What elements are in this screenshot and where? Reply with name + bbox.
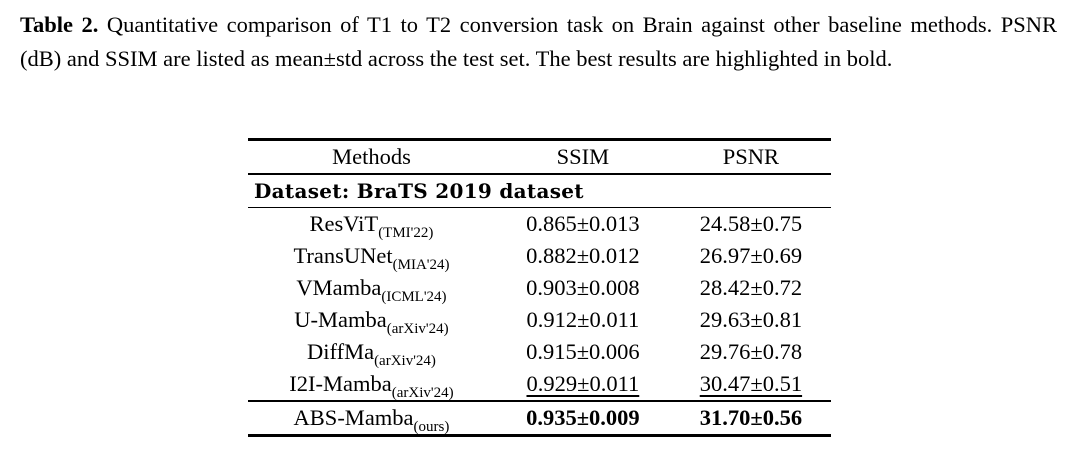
method: VMamba(ICML'24): [248, 272, 495, 305]
method-name: I2I-Mamba: [289, 371, 392, 396]
row: U-Mamba(arXiv'24) 0.912±0.011 29.63±0.81: [248, 304, 831, 337]
psnr: 28.42±0.72: [699, 275, 803, 300]
row: TransUNet(MIA'24) 0.882±0.012 26.97±0.69: [248, 240, 831, 273]
row: ResViT(TMI'22) 0.865±0.013 24.58±0.75: [248, 208, 831, 241]
venue: (MIA'24): [392, 257, 450, 273]
venue: (ours): [413, 419, 450, 435]
header-cell: SSIM: [494, 138, 671, 175]
venue: (arXiv'24): [391, 385, 454, 401]
ssim: 0.903±0.008: [526, 275, 640, 300]
venue: (arXiv'24): [386, 321, 449, 337]
section-row: Dataset: BraTS 2019 dataset: [248, 174, 831, 208]
method: I2I-Mamba(arXiv'24): [248, 368, 495, 401]
ssim: 0.929±0.011: [495, 368, 671, 401]
ssim: 0.882±0.012: [526, 243, 640, 268]
method-name: U-Mamba: [294, 307, 387, 332]
psnr: 30.47±0.51: [671, 368, 831, 401]
method: ABS-Mamba(ours): [248, 400, 495, 437]
row: DiffMa(arXiv'24) 0.915±0.006 29.76±0.78: [248, 336, 831, 369]
psnr: 24.58±0.75: [699, 211, 803, 236]
venue: (arXiv'24): [374, 353, 436, 369]
ssim: 0.935±0.009: [494, 400, 671, 437]
row: I2I-Mamba(arXiv'24) 0.929±0.011 30.47±0.51: [248, 368, 831, 401]
method-name: ResViT: [309, 211, 379, 236]
results-table: Methods SSIM PSNR Dataset: BraTS 2019 da…: [248, 138, 831, 437]
method-name: TransUNet: [293, 243, 393, 268]
method: ResViT(TMI'22): [248, 208, 495, 241]
row: ABS-Mamba(ours) 0.935±0.009 31.70±0.56: [248, 400, 831, 437]
method-name: ABS-Mamba: [293, 405, 414, 430]
psnr: 29.76±0.78: [699, 339, 803, 364]
method: DiffMa(arXiv'24): [248, 336, 495, 369]
method-name: VMamba: [296, 275, 382, 300]
ssim: 0.912±0.011: [526, 307, 640, 332]
second-best: 30.47±0.51: [699, 371, 803, 396]
venue: (TMI'22): [378, 225, 434, 241]
header-cell: Methods: [248, 138, 495, 175]
venue: (ICML'24): [381, 289, 447, 305]
ssim: 0.915±0.006: [526, 339, 640, 364]
header-row: Methods SSIM PSNR: [248, 138, 831, 175]
psnr: 29.63±0.81: [699, 307, 803, 332]
caption: Table 2. Quantitative comparison of T1 t…: [20, 8, 1057, 76]
row: VMamba(ICML'24) 0.903±0.008 28.42±0.72: [248, 272, 831, 305]
second-best: 0.929±0.011: [526, 371, 640, 396]
section-label: Dataset: BraTS 2019 dataset: [248, 174, 831, 208]
caption-label: Table 2.: [20, 12, 99, 37]
caption-text: Quantitative comparison of T1 to T2 conv…: [20, 12, 1058, 71]
psnr: 31.70±0.56: [670, 400, 831, 437]
ssim: 0.865±0.013: [526, 211, 640, 236]
header-cell: PSNR: [670, 138, 831, 175]
method-name: DiffMa: [306, 339, 375, 364]
method: TransUNet(MIA'24): [248, 240, 495, 273]
method: U-Mamba(arXiv'24): [248, 304, 495, 337]
psnr: 26.97±0.69: [699, 243, 803, 268]
